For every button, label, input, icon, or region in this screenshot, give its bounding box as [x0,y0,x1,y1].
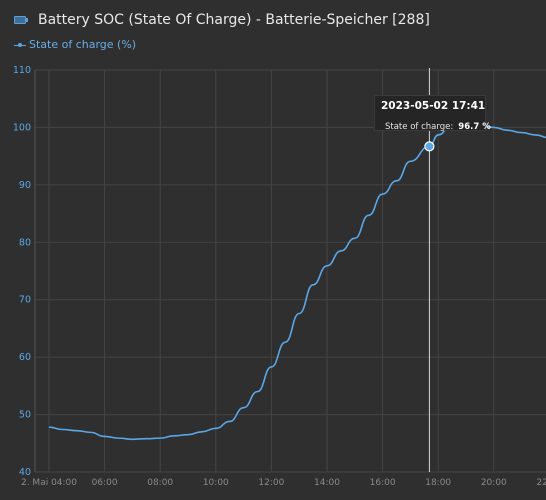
tooltip-value: 96.7 % [458,121,491,132]
y-tick-label: 60 [19,352,31,363]
x-tick-label: 16:00 [370,478,396,488]
x-tick-label: 18:00 [425,478,451,488]
title-row: Battery SOC (State Of Charge) - Batterie… [14,12,430,28]
y-tick-label: 100 [13,122,31,133]
y-tick-label: 70 [19,295,31,306]
x-tick-label: 14:00 [314,478,340,488]
series-line-state-of-charge [48,123,546,441]
x-tick-label: 2. Mai 04:00 [21,478,77,488]
y-tick-label: 110 [13,65,31,76]
chart-tooltip: 2023-05-02 17:41 State of charge: 96.7 % [374,95,491,132]
chart-title: Battery SOC (State Of Charge) - Batterie… [38,12,430,28]
y-tick-label: 80 [19,237,31,248]
battery-icon [14,16,28,24]
legend-label: State of charge (%) [29,38,137,51]
data-point-marker [424,141,435,152]
x-tick-label: 10:00 [203,478,229,488]
chart-header: Battery SOC (State Of Charge) - Batterie… [0,0,546,60]
tooltip-time: 2023-05-02 17:41 [381,100,486,112]
y-tick-label: 90 [19,180,31,191]
legend-line-icon [14,41,26,49]
x-tick-label: 20:00 [481,478,507,488]
x-tick-label: 22:00 [536,478,546,488]
x-tick-label: 12:00 [258,478,284,488]
legend-item-state-of-charge[interactable]: State of charge (%) [14,38,136,51]
y-tick-label: 40 [19,467,31,478]
x-tick-label: 08:00 [147,478,173,488]
y-tick-label: 50 [19,410,31,421]
tooltip-series-name: State of charge: [385,121,454,132]
tooltip-row: State of charge: 96.7 % [381,117,491,136]
x-tick-label: 06:00 [92,478,118,488]
